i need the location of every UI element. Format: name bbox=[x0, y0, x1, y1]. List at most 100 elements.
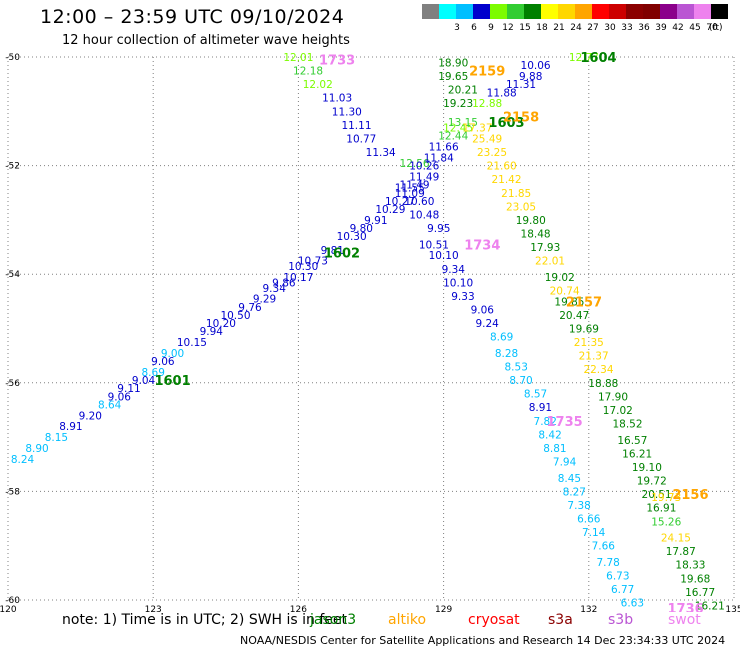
legend-swatch bbox=[660, 4, 677, 19]
data-point-label: 9.76 bbox=[238, 302, 262, 314]
data-point-label: 21.42 bbox=[491, 174, 521, 186]
page-subtitle: 12 hour collection of altimeter wave hei… bbox=[62, 33, 350, 48]
data-point-label: 9.00 bbox=[161, 348, 184, 360]
footer-note: note: 1) Time is in UTC; 2) SWH is in fe… bbox=[62, 612, 348, 628]
data-point-label: 10.30 bbox=[288, 261, 318, 273]
legend-label: 33 bbox=[621, 23, 633, 33]
data-point-label: 25.49 bbox=[472, 133, 502, 145]
legend-swatch bbox=[439, 4, 456, 19]
data-point-label: 11.09 bbox=[395, 188, 425, 200]
data-point-label: 10.29 bbox=[375, 204, 405, 216]
data-point-label: 11.49 bbox=[409, 171, 439, 183]
legend-label: 45 bbox=[689, 23, 701, 33]
data-point-label: 9.91 bbox=[364, 215, 387, 227]
legend-swatch bbox=[490, 4, 507, 19]
data-point-label: 7.38 bbox=[567, 500, 590, 512]
pass-number-label: 1604 bbox=[580, 51, 616, 66]
legend-label: 70 bbox=[706, 23, 718, 33]
data-point-label: 11.88 bbox=[487, 87, 517, 99]
data-point-label: 7.14 bbox=[582, 527, 606, 539]
pass-number-label: 1736 bbox=[668, 602, 704, 612]
data-point-label: 6.63 bbox=[621, 598, 644, 610]
data-point-label: 19.80 bbox=[516, 215, 546, 227]
legend-label: 36 bbox=[638, 23, 650, 33]
legend-label: 12 bbox=[502, 23, 514, 33]
data-point-label: 16.77 bbox=[685, 587, 715, 599]
data-point-label: 8.69 bbox=[142, 367, 165, 379]
legend-label: 3 bbox=[454, 23, 460, 33]
data-point-label: 9.34 bbox=[442, 264, 466, 276]
data-point-label: 12.88 bbox=[472, 98, 502, 110]
data-point-label: 22.01 bbox=[535, 256, 565, 268]
legend-swatch bbox=[609, 4, 626, 19]
data-point-label: 16.57 bbox=[617, 435, 647, 447]
legend-swatch bbox=[643, 4, 660, 19]
data-point-label: 17.02 bbox=[603, 405, 633, 417]
data-point-label: 19.69 bbox=[569, 324, 599, 336]
data-point-label: 10.26 bbox=[409, 161, 439, 173]
page-title: 12:00 – 23:59 UTC 09/10/2024 bbox=[40, 6, 345, 28]
pass-number-label: 2157 bbox=[566, 295, 602, 310]
data-point-label: 10.48 bbox=[409, 209, 439, 221]
pass-number-label: 1602 bbox=[324, 246, 360, 261]
data-point-label: 11.11 bbox=[341, 120, 371, 132]
data-point-label: 10.17 bbox=[283, 272, 313, 284]
legend-label: 39 bbox=[655, 23, 667, 33]
legend-swatch bbox=[694, 4, 711, 19]
data-point-label: 11.55 bbox=[395, 182, 425, 194]
legend-label: 15 bbox=[519, 23, 531, 33]
data-point-label: 17.90 bbox=[598, 391, 628, 403]
data-point-label: 11.03 bbox=[322, 93, 352, 105]
data-point-label: 9.80 bbox=[350, 223, 373, 235]
legend-swatch bbox=[473, 4, 490, 19]
x-tick-label: 123 bbox=[145, 605, 162, 612]
data-point-label: 8.91 bbox=[529, 402, 552, 414]
mission-label: cryosat bbox=[468, 612, 520, 628]
data-point-label: 9.81 bbox=[321, 245, 344, 257]
mission-label: jason3 bbox=[310, 612, 357, 628]
data-point-label: 9.94 bbox=[200, 326, 224, 338]
data-point-label: 10.77 bbox=[346, 133, 376, 145]
x-tick-label: 129 bbox=[435, 605, 452, 612]
legend-label: 9 bbox=[488, 23, 494, 33]
data-point-label: 21.85 bbox=[501, 188, 531, 200]
data-point-label: 19.02 bbox=[545, 272, 575, 284]
data-point-label: 9.34 bbox=[263, 283, 287, 295]
y-tick-label: -60 bbox=[5, 596, 20, 606]
legend-label: 6 bbox=[471, 23, 477, 33]
data-point-label: 11.84 bbox=[424, 152, 454, 164]
data-point-label: 10.51 bbox=[419, 239, 449, 251]
y-tick-label: -58 bbox=[5, 487, 20, 497]
data-point-label: 8.70 bbox=[509, 375, 532, 387]
color-scale-legend: (ft) 3 6 9 12 15 18 21 24 27 30 33 36 39 42 45 70 bbox=[422, 4, 734, 36]
data-point-label: 8.69 bbox=[490, 332, 513, 344]
data-point-label: 9.24 bbox=[475, 318, 499, 330]
data-point-label: 8.45 bbox=[558, 473, 581, 485]
data-point-label: 17.37 bbox=[462, 123, 492, 135]
data-point-label: 19.10 bbox=[632, 462, 662, 474]
legend-unit-label: (ft) bbox=[709, 23, 723, 33]
data-point-label: 11.49 bbox=[400, 180, 430, 192]
data-point-label: 23.05 bbox=[506, 201, 536, 213]
data-point-label: 18.90 bbox=[438, 57, 468, 69]
x-tick-label: 135 bbox=[725, 605, 740, 612]
legend-label: 21 bbox=[553, 23, 565, 33]
legend-swatch bbox=[558, 4, 575, 19]
mission-label: s3b bbox=[608, 612, 634, 628]
data-point-label: 12.18 bbox=[293, 66, 323, 78]
pass-number-label: 1733 bbox=[319, 54, 355, 69]
legend-swatch bbox=[507, 4, 524, 19]
data-point-label: 15.26 bbox=[651, 516, 681, 528]
y-tick-label: -54 bbox=[5, 270, 20, 280]
data-point-label: 9.06 bbox=[471, 304, 495, 316]
data-point-label: 7.82 bbox=[534, 416, 557, 428]
y-tick-label: -56 bbox=[5, 379, 20, 389]
data-point-label: 8.42 bbox=[538, 429, 561, 441]
mission-label: altiko bbox=[388, 612, 427, 628]
data-point-label: 11.30 bbox=[332, 106, 362, 118]
data-point-label: 16.21 bbox=[622, 448, 652, 460]
data-point-label: 10.27 bbox=[385, 196, 415, 208]
x-tick-label: 120 bbox=[0, 605, 17, 612]
data-point-label: 9.95 bbox=[427, 223, 450, 235]
wave-height-chart: 120 123 126 129 132 135 -50 -52 -54 -56 -58 -60 8.24… bbox=[0, 51, 740, 612]
